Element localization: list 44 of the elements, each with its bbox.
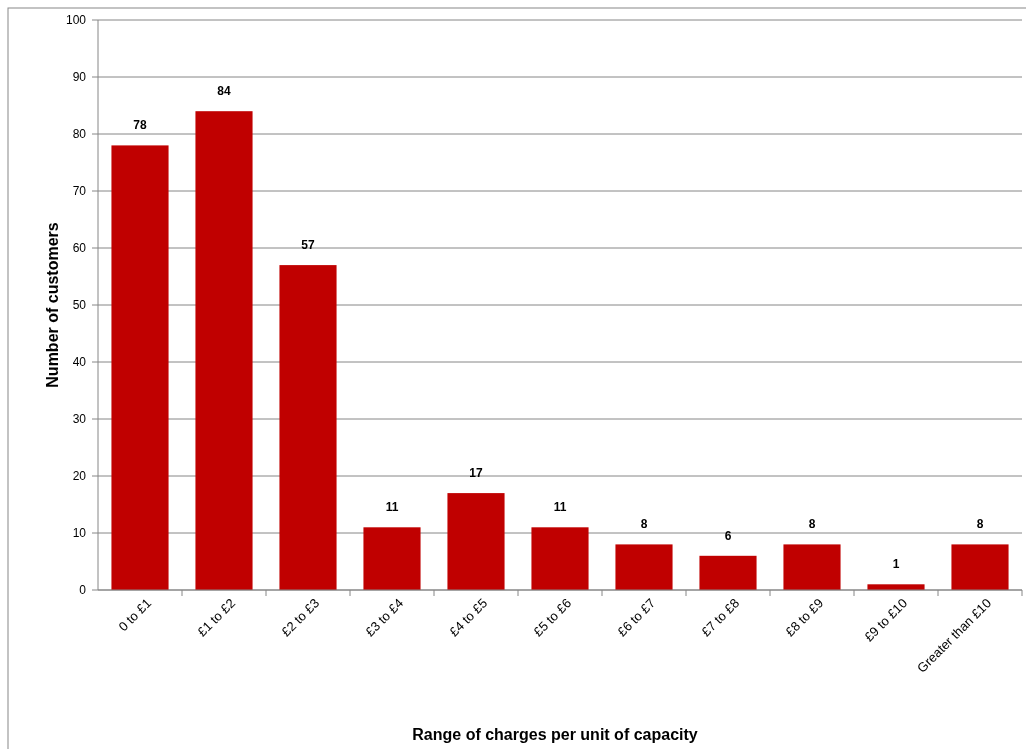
bar [699,555,757,590]
x-tick-label: £9 to £10 [861,595,911,645]
x-tick-label: £8 to £9 [782,595,827,640]
data-label: 78 [133,118,147,133]
bar [951,544,1009,590]
y-axis-title: Number of customers [44,222,61,388]
y-tick-label: 50 [72,298,87,313]
data-label: 17 [469,466,483,481]
bar [615,544,673,590]
data-label: 1 [892,557,900,572]
bar [111,145,169,590]
y-tick-label: 30 [72,412,87,427]
y-tick-label: 100 [65,13,87,28]
x-tick-label: £4 to £5 [446,595,491,640]
data-label: 84 [217,84,231,99]
y-tick-label: 40 [72,355,87,370]
bar [195,111,253,590]
bar [783,544,841,590]
x-tick-label: 0 to £1 [115,595,155,635]
y-tick-label: 80 [72,127,87,142]
x-tick-label: £6 to £7 [614,595,659,640]
bar [279,265,337,590]
data-label: 8 [808,517,816,532]
y-tick-label: 0 [79,583,87,598]
y-tick-label: 10 [72,526,87,541]
y-tick-label: 60 [72,241,87,256]
data-label: 11 [385,500,399,515]
y-tick-label: 90 [72,70,87,85]
x-tick-label: £2 to £3 [278,595,323,640]
y-tick-label: 20 [72,469,87,484]
bar [447,493,505,590]
x-axis-title: Range of charges per unit of capacity [412,726,698,743]
bar [363,527,421,590]
x-tick-label: £5 to £6 [530,595,575,640]
x-tick-label: £3 to £4 [362,595,407,640]
bar [531,527,589,590]
data-label: 8 [976,517,984,532]
data-label: 57 [301,238,315,253]
data-label: 11 [553,500,567,515]
y-tick-label: 70 [72,184,87,199]
data-label: 8 [640,517,648,532]
x-tick-label: £7 to £8 [698,595,743,640]
x-tick-label: £1 to £2 [194,595,239,640]
data-label: 6 [724,528,732,543]
